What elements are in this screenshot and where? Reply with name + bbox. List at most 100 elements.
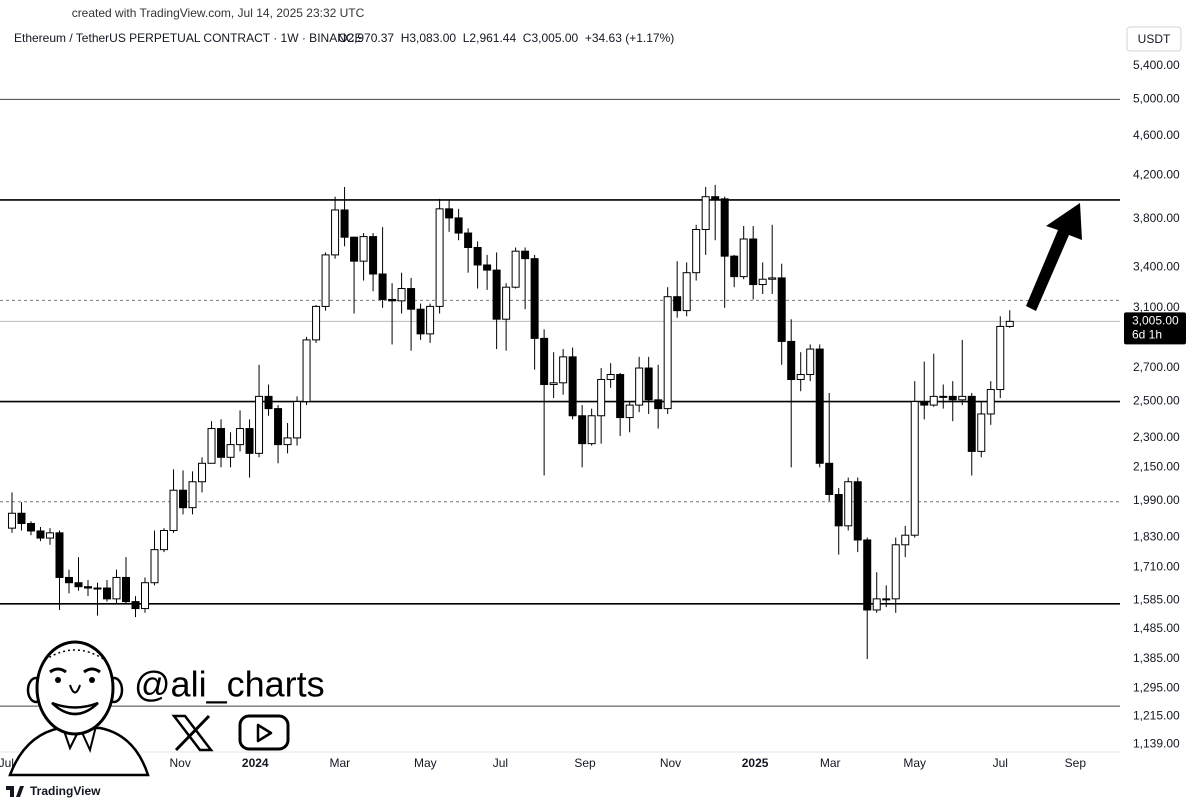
candle-body <box>340 209 349 238</box>
y-tick-label: 1,385.00 <box>1133 651 1180 665</box>
y-tick-label: 4,600.00 <box>1133 128 1180 142</box>
candle-body <box>635 367 644 406</box>
y-tick-label: 2,150.00 <box>1133 459 1180 473</box>
candle-body <box>17 512 26 525</box>
candle-body <box>369 236 378 275</box>
candle-body <box>654 399 663 410</box>
candle-body <box>806 348 815 376</box>
candle-body <box>55 532 64 578</box>
candle-body <box>692 228 701 274</box>
candle-body <box>644 367 653 401</box>
x-logo <box>171 714 214 752</box>
candle-body <box>597 378 606 417</box>
candle-body <box>416 308 425 335</box>
handle: @ali_charts <box>134 664 325 705</box>
candle-body <box>283 437 292 446</box>
candle-body <box>26 523 35 532</box>
candle-body <box>739 238 748 278</box>
candle-body <box>150 549 159 584</box>
candle-body <box>45 532 54 539</box>
candle-body <box>321 254 330 307</box>
candle-body <box>293 401 302 439</box>
x-tick-label: Jul <box>0 756 14 770</box>
y-tick-label: 5,400.00 <box>1133 58 1180 72</box>
x-tick-label: Nov <box>660 756 681 770</box>
candle-body <box>255 395 264 454</box>
candle-body <box>93 587 102 590</box>
y-tick-label: 3,800.00 <box>1133 211 1180 225</box>
candle-body <box>435 208 444 307</box>
candle-body <box>815 348 824 464</box>
currency: USDT <box>1138 32 1171 46</box>
plot <box>0 98 1120 707</box>
candle-body <box>359 236 368 262</box>
x-tick-label: May <box>903 756 926 770</box>
chart-title: Ethereum / TetherUS PERPETUAL CONTRACT ·… <box>14 31 363 45</box>
candle-body <box>302 339 311 403</box>
candle-body <box>160 529 169 551</box>
candle-body <box>616 374 625 419</box>
candle-body <box>958 395 967 401</box>
candle-body <box>872 598 881 611</box>
candle-body <box>226 444 235 458</box>
price-tag-label: 3,005.00 <box>1132 314 1179 328</box>
candle-body <box>673 296 682 312</box>
x-tick-label: Sep <box>1065 756 1087 770</box>
candle-body <box>844 481 853 527</box>
candle-body <box>112 576 121 600</box>
y-tick-label: 1,585.00 <box>1133 592 1180 606</box>
x-tick-label: May <box>414 756 437 770</box>
candle-body <box>236 428 245 446</box>
candle-body <box>701 196 710 230</box>
candle-body <box>198 462 207 483</box>
candle-body <box>758 278 767 286</box>
candle-body <box>540 337 549 385</box>
arrow <box>1026 203 1082 311</box>
candle-body <box>996 325 1005 391</box>
candle-body <box>682 272 691 312</box>
candle-body <box>331 209 340 256</box>
y-tick-label: 4,200.00 <box>1133 168 1180 182</box>
candle-body <box>977 413 986 452</box>
y-tick-label: 3,100.00 <box>1133 300 1180 314</box>
candle-body <box>407 288 416 310</box>
candle-body <box>768 277 777 280</box>
candle-body <box>207 428 216 464</box>
candle-body <box>217 428 226 458</box>
candle-body <box>64 576 73 584</box>
candle-body <box>663 296 672 410</box>
candle-body <box>825 462 834 496</box>
candle-body <box>910 401 919 536</box>
candle-body <box>948 395 957 401</box>
candle-body <box>483 264 492 271</box>
y-tick-label: 1,485.00 <box>1133 621 1180 635</box>
x-tick-label: Mar <box>329 756 350 770</box>
candle-body <box>492 269 501 320</box>
candle-body <box>350 236 359 262</box>
candle-body <box>464 232 473 248</box>
created-note: created with TradingView.com, Jul 14, 20… <box>72 6 365 20</box>
candle-body <box>777 277 786 342</box>
candle-body <box>397 288 406 302</box>
candle-body <box>882 598 891 601</box>
y-tick-label: 1,710.00 <box>1133 559 1180 573</box>
candle-body <box>473 246 482 266</box>
candle-body <box>901 534 910 546</box>
x-tick-label: 2024 <box>242 756 269 770</box>
currency-box <box>1126 26 1182 52</box>
candle-body <box>445 208 454 219</box>
y-tick-label: 3,400.00 <box>1133 260 1180 274</box>
candle-body <box>587 415 596 445</box>
candle-body <box>853 481 862 541</box>
y-tick-label: 1,990.00 <box>1133 493 1180 507</box>
x-tick-label: Jul <box>493 756 508 770</box>
candle-body <box>920 401 929 406</box>
x-tick-label: 2025 <box>742 756 769 770</box>
candle-body <box>264 395 273 410</box>
candle-body <box>274 408 283 446</box>
candle-body <box>787 340 796 380</box>
candle-body <box>36 530 45 539</box>
y-tick-label: 1,139.00 <box>1133 736 1180 750</box>
candle-body <box>578 415 587 445</box>
